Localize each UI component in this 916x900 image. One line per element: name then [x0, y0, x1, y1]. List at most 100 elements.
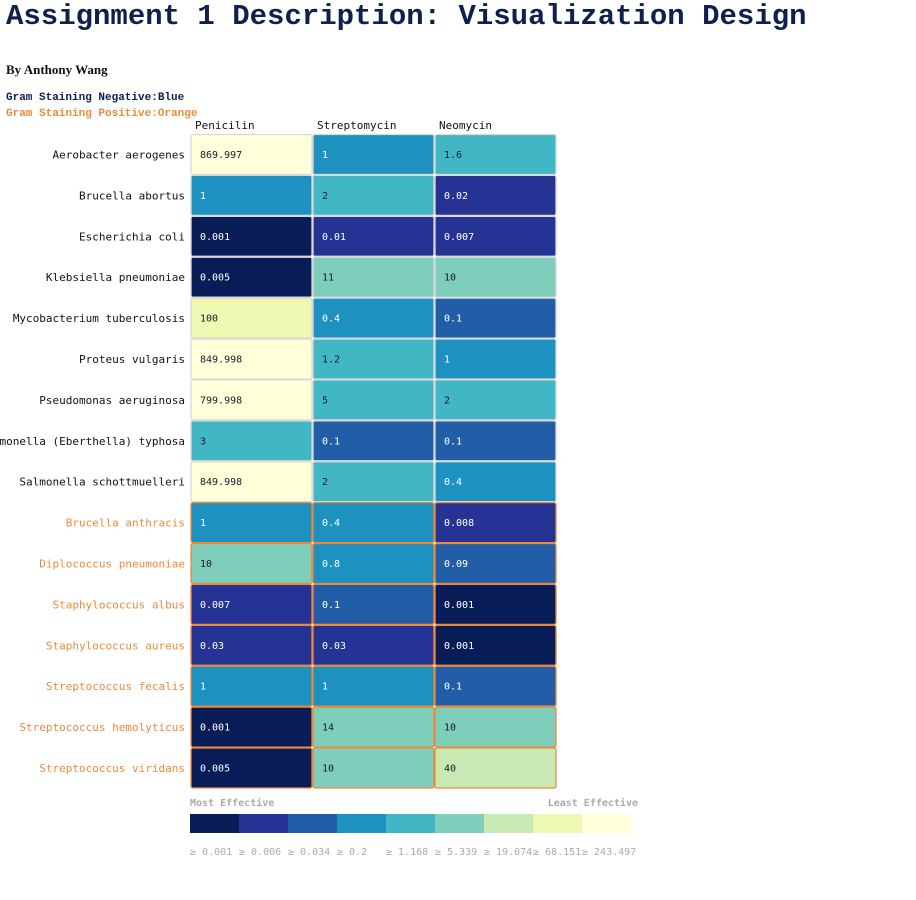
heatmap-cell [312, 665, 435, 707]
heatmap-cell [190, 747, 313, 789]
column-header: Penicilin [195, 119, 255, 132]
row-label: Salmonella schottmuelleri [19, 476, 185, 489]
scale-tick-label: ≥ 0.001 [190, 847, 232, 858]
heatmap-cell [434, 461, 557, 503]
cell-value-label: 0.4 [322, 314, 340, 325]
cell-value-label: 2 [322, 191, 328, 202]
cell-value-label: 0.1 [444, 436, 462, 447]
row-label: Brucella abortus [79, 189, 185, 202]
heatmap-cell [190, 133, 313, 176]
cell-value-label: 799.998 [200, 395, 242, 406]
heatmap-cell [434, 174, 557, 217]
heatmap-cell [434, 706, 557, 748]
row-label: Mycobacterium tuberculosis [13, 312, 185, 325]
row-label: lmonella (Eberthella) typhosa [0, 435, 185, 448]
scale-swatch [239, 814, 288, 833]
scale-swatch [190, 814, 239, 833]
scale-swatch [386, 814, 435, 833]
heatmap-cell [312, 338, 435, 380]
heatmap-cell [312, 256, 435, 298]
heatmap-cell [434, 379, 557, 421]
cell-value-label: 0.001 [444, 641, 474, 652]
scale-tick-label: ≥ 0.2 [337, 847, 367, 858]
heatmap-cell [312, 215, 435, 257]
cell-value-label: 849.998 [200, 355, 242, 366]
cell-value-label: 10 [322, 764, 334, 775]
heatmap-cell [190, 379, 313, 421]
cell-value-label: 0.008 [444, 518, 474, 529]
heatmap-cell [190, 338, 313, 380]
scale-tick-label: ≥ 1.168 [386, 847, 428, 858]
row-label: Brucella anthracis [66, 517, 185, 530]
cell-value-label: 10 [444, 273, 456, 284]
cell-value-label: 0.4 [322, 518, 340, 529]
heatmap-cell [434, 420, 557, 462]
scale-swatch [435, 814, 484, 833]
cell-value-label: 0.1 [444, 314, 462, 325]
row-label: Aerobacter aerogenes [53, 149, 185, 162]
heatmap-cell [312, 747, 435, 789]
row-label: Pseudomonas aeruginosa [39, 394, 185, 407]
scale-swatch [337, 814, 386, 833]
heatmap-cell [190, 624, 313, 666]
cell-value-label: 11 [322, 273, 334, 284]
row-label: Streptococcus fecalis [46, 680, 185, 693]
heatmap-cell [312, 542, 435, 585]
row-label: Diplococcus pneumoniae [39, 558, 185, 571]
heatmap-cell [190, 501, 313, 544]
scale-tick-label: ≥ 0.034 [288, 847, 330, 858]
heatmap-cell [190, 706, 313, 748]
cell-value-label: 1.6 [444, 150, 462, 161]
row-label: Escherichia coli [79, 230, 185, 243]
heatmap-cell [312, 501, 435, 544]
cell-value-label: 0.1 [444, 682, 462, 693]
heatmap-cell [190, 174, 313, 217]
cell-value-label: 0.03 [322, 641, 346, 652]
scale-tick-label: ≥ 68.151 [533, 847, 581, 858]
cell-value-label: 0.007 [200, 600, 230, 611]
heatmap-cell [312, 461, 435, 503]
scale-swatch [582, 814, 631, 833]
cell-value-label: 1 [200, 518, 206, 529]
heatmap-cell [312, 706, 435, 748]
cell-value-label: 1 [322, 682, 328, 693]
scale-tick-label: ≥ 5.339 [435, 847, 477, 858]
scale-tick-label: ≥ 243.497 [582, 847, 636, 858]
scale-swatch [533, 814, 582, 833]
cell-value-label: 849.998 [200, 477, 242, 488]
cell-value-label: 0.001 [200, 723, 230, 734]
row-label: Staphylococcus aureus [46, 639, 185, 652]
cell-value-label: 10 [444, 723, 456, 734]
cell-value-label: 0.03 [200, 641, 224, 652]
column-header: Neomycin [439, 119, 492, 132]
row-label: Streptococcus hemolyticus [19, 721, 185, 734]
row-label: Staphylococcus albus [53, 598, 185, 611]
heatmap-cell [434, 338, 557, 380]
cell-value-label: 0.005 [200, 273, 230, 284]
cell-value-label: 1 [444, 355, 450, 366]
cell-value-label: 100 [200, 314, 218, 325]
heatmap-cell [190, 297, 313, 339]
heatmap-cell [434, 133, 557, 176]
heatmap-cell [190, 215, 313, 257]
heatmap-cell [434, 583, 557, 626]
row-label: Streptococcus viridans [39, 762, 185, 775]
cell-value-label: 0.001 [200, 232, 230, 243]
scale-swatch [288, 814, 337, 833]
byline: By Anthony Wang [6, 62, 108, 77]
heatmap-cell [190, 461, 313, 503]
heatmap-cell [434, 256, 557, 298]
scale-tick-label: ≥ 0.006 [239, 847, 281, 858]
heatmap-cell [434, 665, 557, 707]
heatmap-cell [434, 624, 557, 666]
cell-value-label: 1 [200, 191, 206, 202]
cell-value-label: 40 [444, 764, 456, 775]
heatmap-cell [434, 501, 557, 544]
heatmap-cell [434, 747, 557, 789]
heatmap-cell [312, 174, 435, 217]
cell-value-label: 0.007 [444, 232, 474, 243]
cell-value-label: 1 [200, 682, 206, 693]
cell-value-label: 0.4 [444, 477, 462, 488]
cell-value-label: 869.997 [200, 150, 242, 161]
